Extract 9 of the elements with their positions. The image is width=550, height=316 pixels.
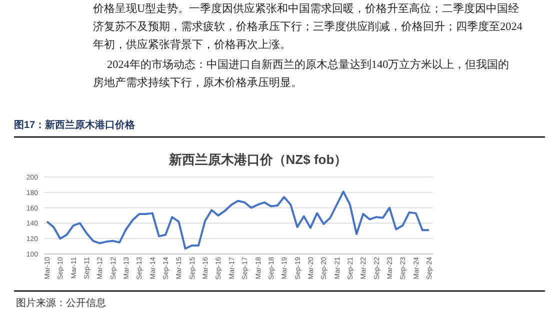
text: 价格呈现U型走势。一季度因供应紧张和中国需求回暖，价格升至高位；二季度因中国经 [92,2,520,15]
text: 房地产需求持续下行，原木价格承压明显。 [93,76,302,89]
text: 2024年的市场动态：中国进口自新西兰的原木总量达到140万立方米以上，但我国的 [107,58,510,71]
text: 年初，供应紧张背景下，价格再次上涨。 [93,38,291,51]
text: 图片来源：公开信息 [16,297,106,309]
caption: 图17：新西兰原木港口价格 [14,119,136,131]
chart-title: 新西兰原木港口价（NZ$ fob） [168,152,348,167]
text: 济复苏不及预期，需求疲软，价格承压下行；三季度供应削减，价格回升；四季度至2024 [93,20,523,33]
line-series [46,190,430,250]
